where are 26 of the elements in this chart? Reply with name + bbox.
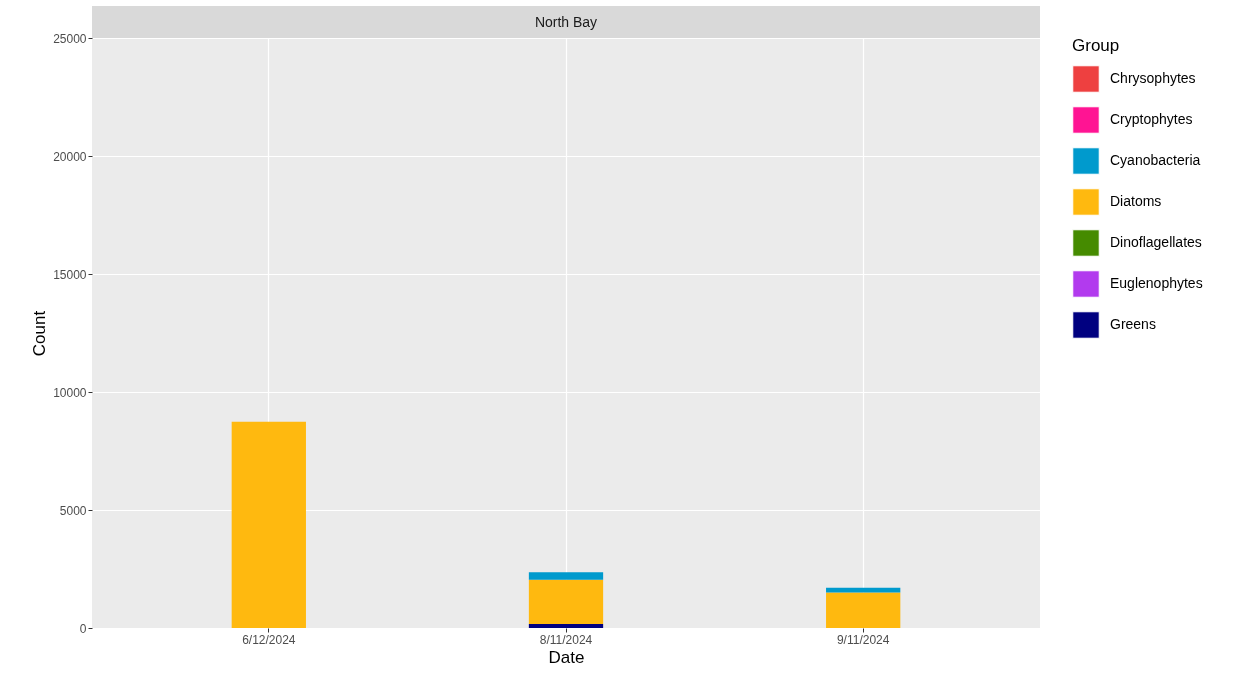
y-tick-label: 10000 — [53, 385, 87, 400]
x-axis-title: Date — [548, 647, 585, 667]
y-tick-label: 0 — [79, 621, 87, 636]
legend-label: Euglenophytes — [1110, 275, 1203, 291]
y-axis-title: Count — [30, 310, 50, 357]
legend-label: Dinoflagellates — [1110, 234, 1202, 250]
x-tick-label: 6/12/2024 — [242, 632, 296, 647]
y-tick-label: 5000 — [59, 503, 87, 518]
bar — [231, 421, 306, 628]
legend-label: Chrysophytes — [1110, 70, 1196, 86]
chart-title: North Bay — [92, 6, 1040, 38]
bar — [528, 572, 604, 580]
bar — [528, 579, 604, 624]
y-tick-label: 20000 — [53, 149, 87, 164]
legend-label: Cryptophytes — [1110, 111, 1193, 127]
bar — [826, 587, 901, 593]
legend-title: Group — [1072, 36, 1120, 55]
y-tick-label: 15000 — [53, 267, 87, 282]
x-tick-label: 9/11/2024 — [836, 632, 890, 647]
legend-label: Cyanobacteria — [1110, 152, 1201, 168]
legend-label: Diatoms — [1110, 193, 1162, 209]
bar — [528, 623, 604, 628]
x-tick-label: 8/11/2024 — [539, 632, 593, 647]
bar — [826, 592, 901, 628]
legend-label: Greens — [1110, 316, 1156, 332]
y-tick-label: 25000 — [53, 31, 87, 46]
